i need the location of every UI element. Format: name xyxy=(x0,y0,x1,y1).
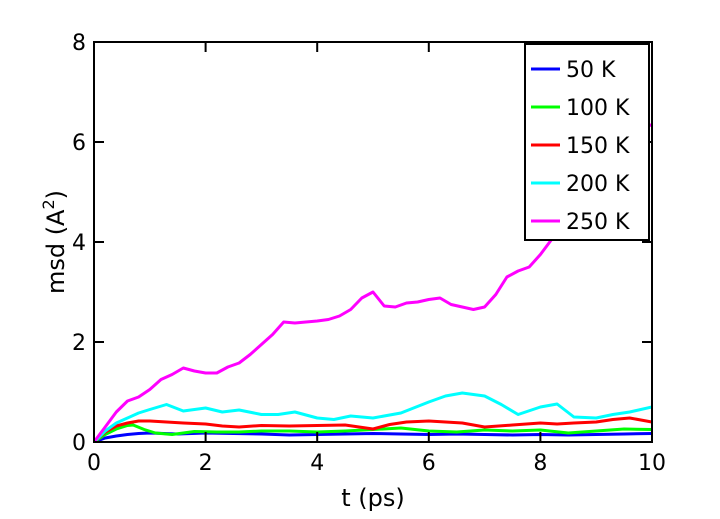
y-tick-label: 8 xyxy=(72,31,86,56)
series-line-3 xyxy=(94,391,652,442)
x-tick-label: 8 xyxy=(533,451,547,476)
y-tick-label: 4 xyxy=(72,231,86,256)
x-tick-label: 6 xyxy=(422,451,436,476)
y-axis-title: msd (A2) xyxy=(39,190,70,294)
legend-label-1: 100 K xyxy=(566,96,630,121)
x-tick-label: 4 xyxy=(310,451,324,476)
y-axis-title-superscript: 2 xyxy=(39,199,58,209)
legend-label-0: 50 K xyxy=(566,58,616,83)
y-axis-title-close: ) xyxy=(42,190,70,199)
legend-label-2: 150 K xyxy=(566,134,630,159)
y-tick-label: 2 xyxy=(72,331,86,356)
y-tick-label: 0 xyxy=(72,431,86,456)
legend-box xyxy=(524,43,650,241)
x-tick-label: 0 xyxy=(87,451,101,476)
x-axis-title: t (ps) xyxy=(341,484,405,512)
series-line-2 xyxy=(94,416,652,442)
y-axis-title-main: msd (A xyxy=(42,209,70,294)
legend-label-4: 250 K xyxy=(566,210,630,235)
legend: 50 K 100 K 150 K 200 K 250 K xyxy=(524,43,650,241)
legend-label-3: 200 K xyxy=(566,172,630,197)
series-line-1 xyxy=(94,423,652,442)
x-tick-label: 2 xyxy=(199,451,213,476)
y-tick-label: 6 xyxy=(72,131,86,156)
series-line-0 xyxy=(94,431,652,442)
x-tick-label: 10 xyxy=(638,451,666,476)
